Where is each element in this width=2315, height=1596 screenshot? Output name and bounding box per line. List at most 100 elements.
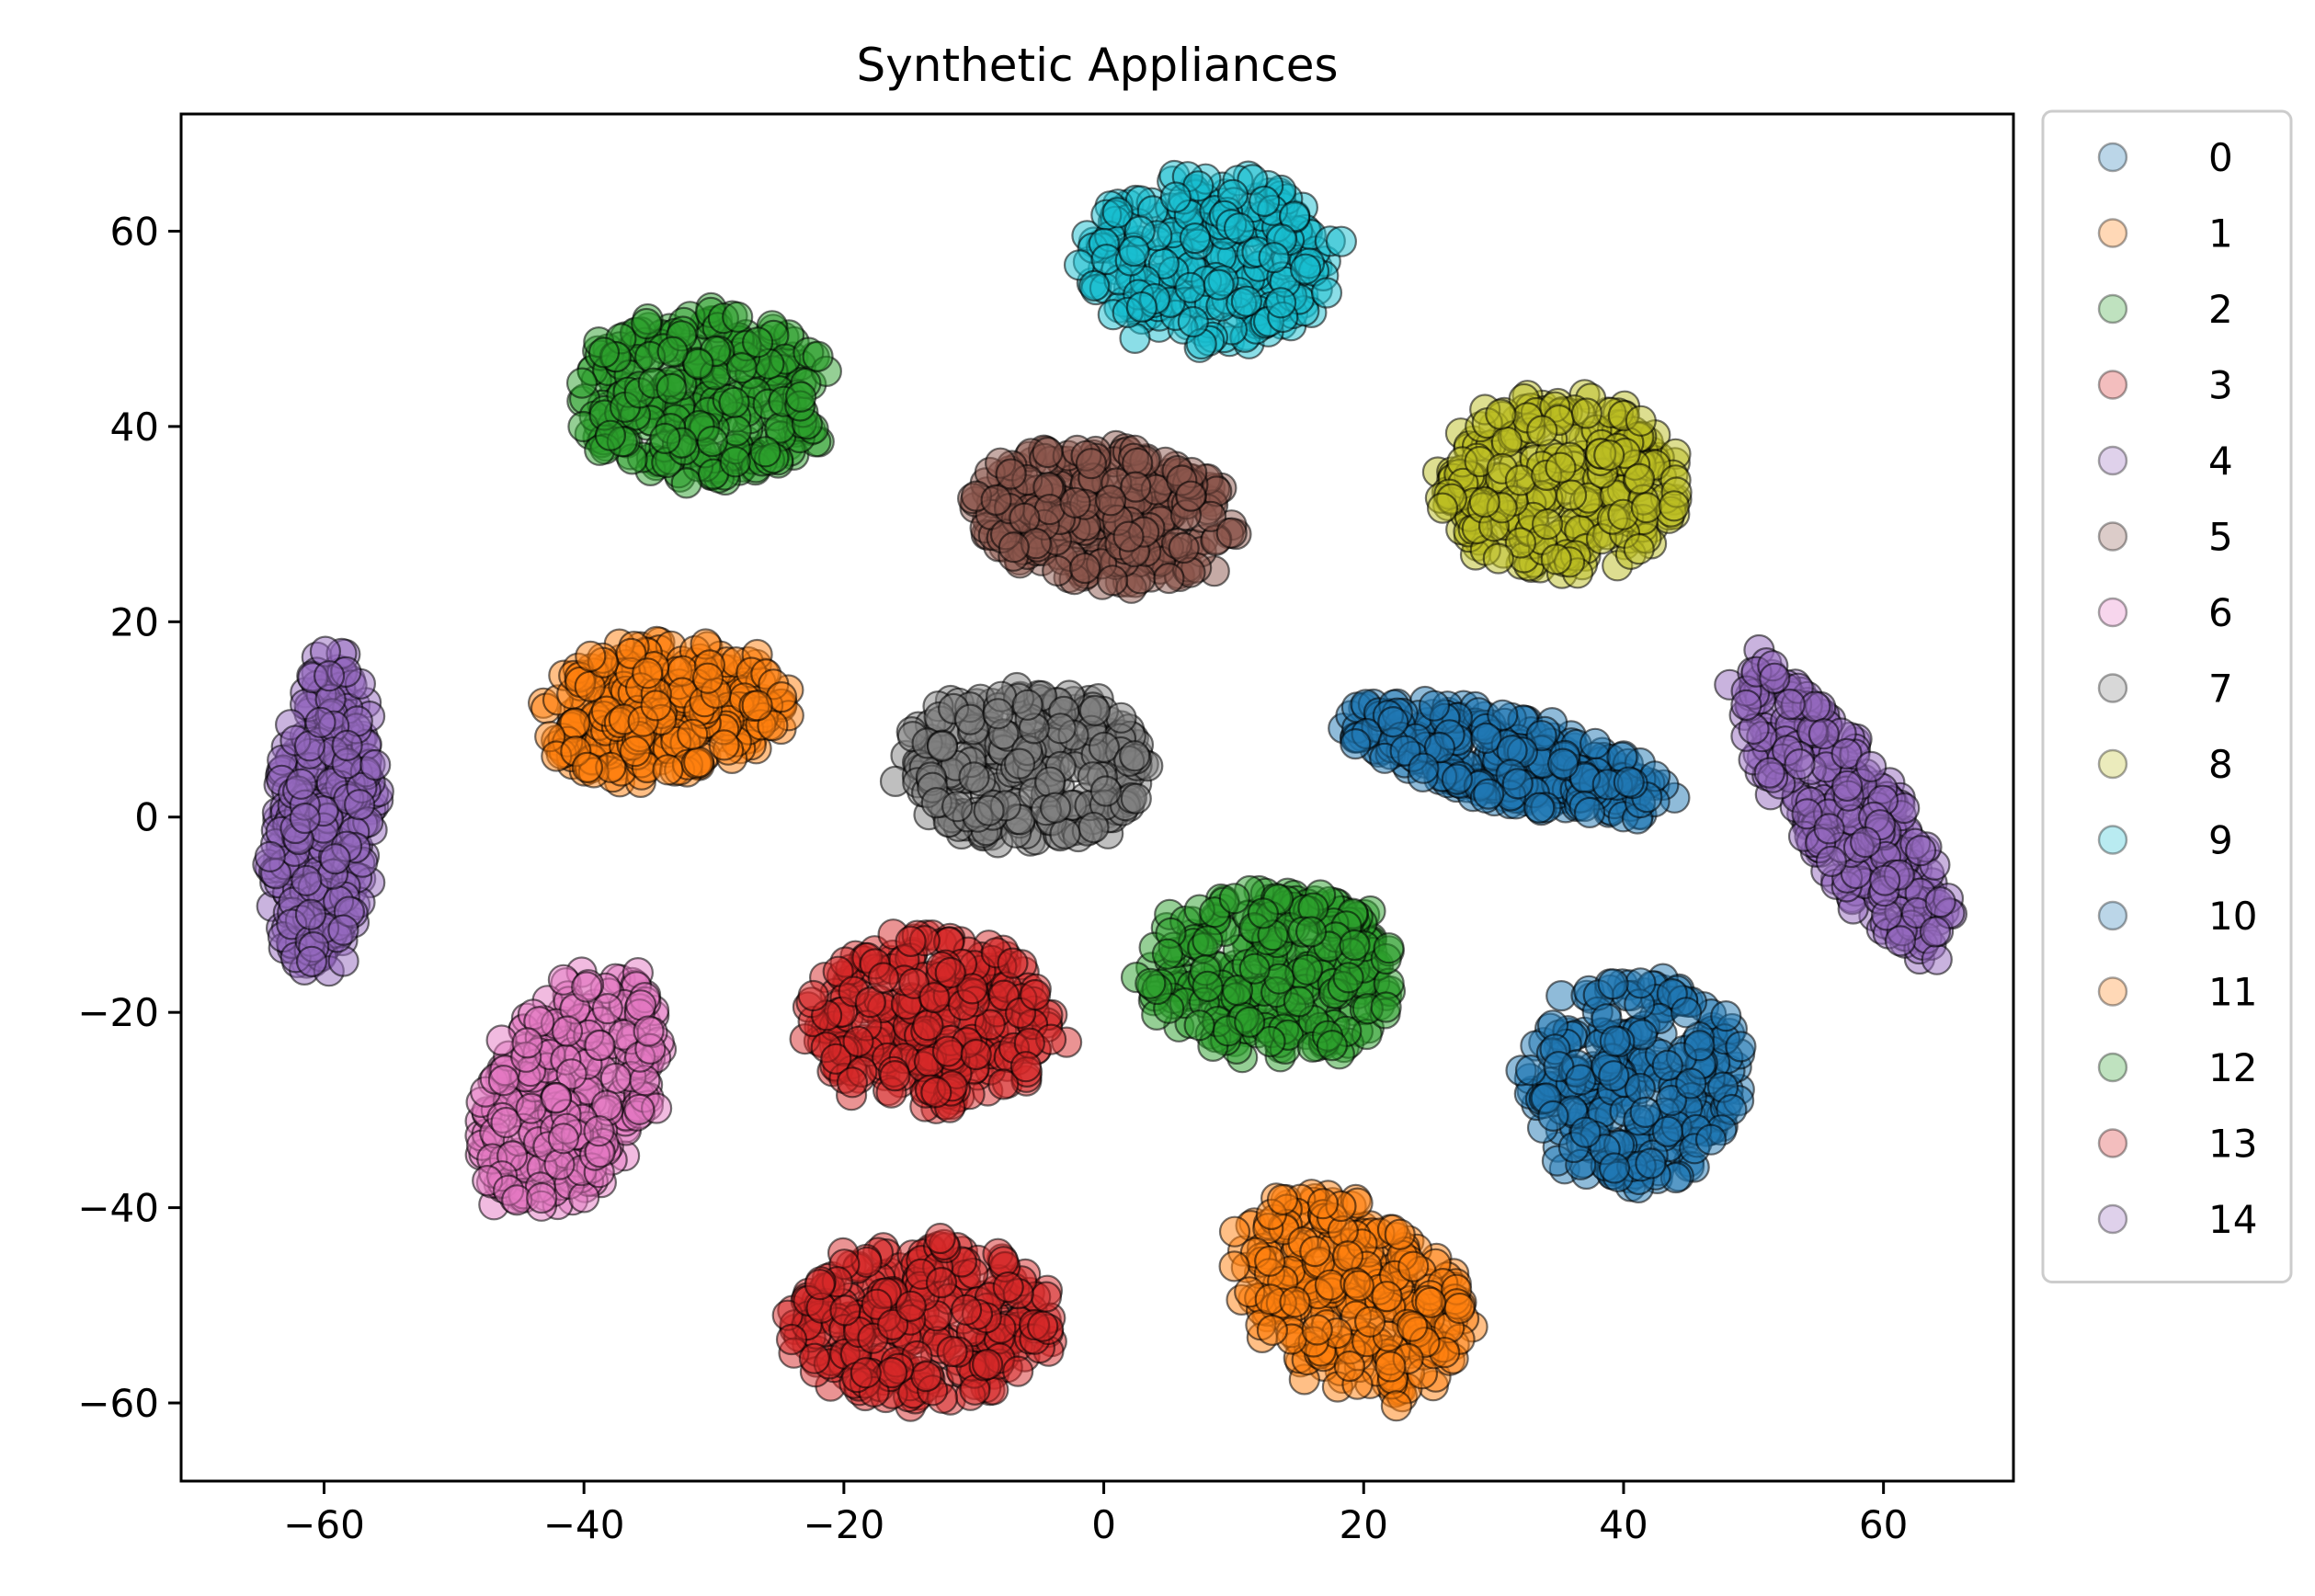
data-point: [987, 1246, 1020, 1278]
data-point: [1710, 999, 1742, 1032]
data-point: [836, 1066, 869, 1099]
data-point: [725, 352, 758, 384]
data-point: [587, 336, 621, 369]
data-point: [1030, 1281, 1063, 1313]
data-point: [1059, 486, 1091, 519]
legend-label: 6: [2208, 590, 2233, 635]
data-point: [652, 754, 684, 786]
data-point: [571, 751, 604, 783]
data-point: [741, 326, 774, 359]
x-tick-label: −40: [543, 1502, 625, 1547]
legend-label: 9: [2208, 818, 2233, 863]
data-point: [1078, 694, 1112, 727]
legend-marker: [2097, 445, 2128, 476]
data-point: [331, 729, 363, 762]
data-point: [1905, 835, 1937, 867]
data-point: [575, 640, 607, 673]
data-point: [1027, 1310, 1059, 1342]
data-point: [682, 348, 714, 380]
data-point: [1011, 689, 1043, 721]
data-point: [1203, 268, 1235, 301]
data-point: [1177, 305, 1209, 338]
data-point: [1283, 986, 1316, 1018]
data-point: [934, 956, 966, 989]
data-point: [571, 971, 603, 1003]
data-point: [941, 791, 974, 823]
data-point: [1597, 968, 1629, 1000]
data-point: [289, 802, 321, 835]
data-point: [1075, 448, 1108, 480]
data-point: [1230, 285, 1263, 317]
x-tick-label: −60: [283, 1502, 365, 1547]
data-point: [344, 789, 376, 821]
data-point: [1218, 1250, 1250, 1282]
legend-marker: [2097, 673, 2128, 703]
data-point: [594, 419, 627, 451]
data-point: [719, 446, 751, 478]
data-point: [1396, 1310, 1429, 1342]
legend-label: 11: [2208, 970, 2257, 1015]
data-point: [1468, 485, 1500, 519]
legend-label: 2: [2208, 287, 2233, 332]
data-point: [1223, 212, 1256, 245]
data-point: [623, 1093, 656, 1125]
data-point: [987, 1068, 1020, 1100]
data-point: [1249, 185, 1281, 217]
data-point: [1003, 747, 1036, 780]
data-point: [1289, 253, 1322, 285]
data-point: [1526, 415, 1558, 447]
data-point: [633, 1015, 665, 1047]
data-point: [1531, 507, 1564, 541]
data-point: [1565, 1064, 1597, 1096]
data-point: [1397, 1250, 1430, 1282]
data-point: [1339, 929, 1371, 962]
data-point: [1598, 1152, 1631, 1184]
data-point: [1523, 792, 1556, 824]
data-point: [1310, 277, 1343, 309]
data-point: [1294, 916, 1328, 948]
data-point: [960, 1038, 992, 1071]
data-point: [1501, 768, 1534, 800]
data-point: [1096, 564, 1129, 597]
data-point: [1808, 718, 1841, 750]
data-point: [1629, 1096, 1661, 1129]
data-point: [1264, 287, 1297, 319]
data-point: [1675, 1067, 1707, 1100]
data-point: [1443, 1292, 1476, 1325]
data-point: [995, 458, 1027, 490]
legend-marker: [2097, 597, 2128, 628]
data-point: [708, 729, 740, 761]
data-point: [1924, 885, 1956, 918]
data-point: [1256, 1314, 1289, 1347]
data-point: [1279, 1286, 1311, 1318]
data-point: [1613, 766, 1645, 798]
data-point: [1658, 490, 1691, 522]
data-point: [912, 1009, 944, 1042]
data-point: [327, 914, 359, 946]
data-point: [850, 1357, 882, 1389]
y-tick-label: 60: [110, 209, 159, 254]
data-point: [543, 1148, 576, 1180]
data-point: [1784, 748, 1816, 781]
data-point: [1301, 1314, 1333, 1346]
data-point: [656, 336, 689, 368]
data-point: [1306, 1188, 1340, 1220]
y-tick-label: 20: [110, 599, 159, 644]
data-point: [1183, 1009, 1215, 1042]
data-point: [876, 1356, 908, 1389]
data-point: [1333, 1350, 1366, 1383]
x-tick-label: 40: [1599, 1502, 1648, 1547]
legend-label: 5: [2208, 515, 2233, 560]
data-point: [1869, 864, 1901, 896]
legend-marker: [2097, 900, 2128, 931]
data-point: [1441, 763, 1474, 795]
series-6: [464, 956, 678, 1222]
legend-label: 7: [2208, 667, 2233, 712]
data-point: [973, 794, 1005, 826]
data-point: [1683, 1030, 1716, 1062]
data-point: [1423, 731, 1456, 764]
data-point: [1472, 778, 1505, 810]
data-point: [749, 436, 781, 468]
